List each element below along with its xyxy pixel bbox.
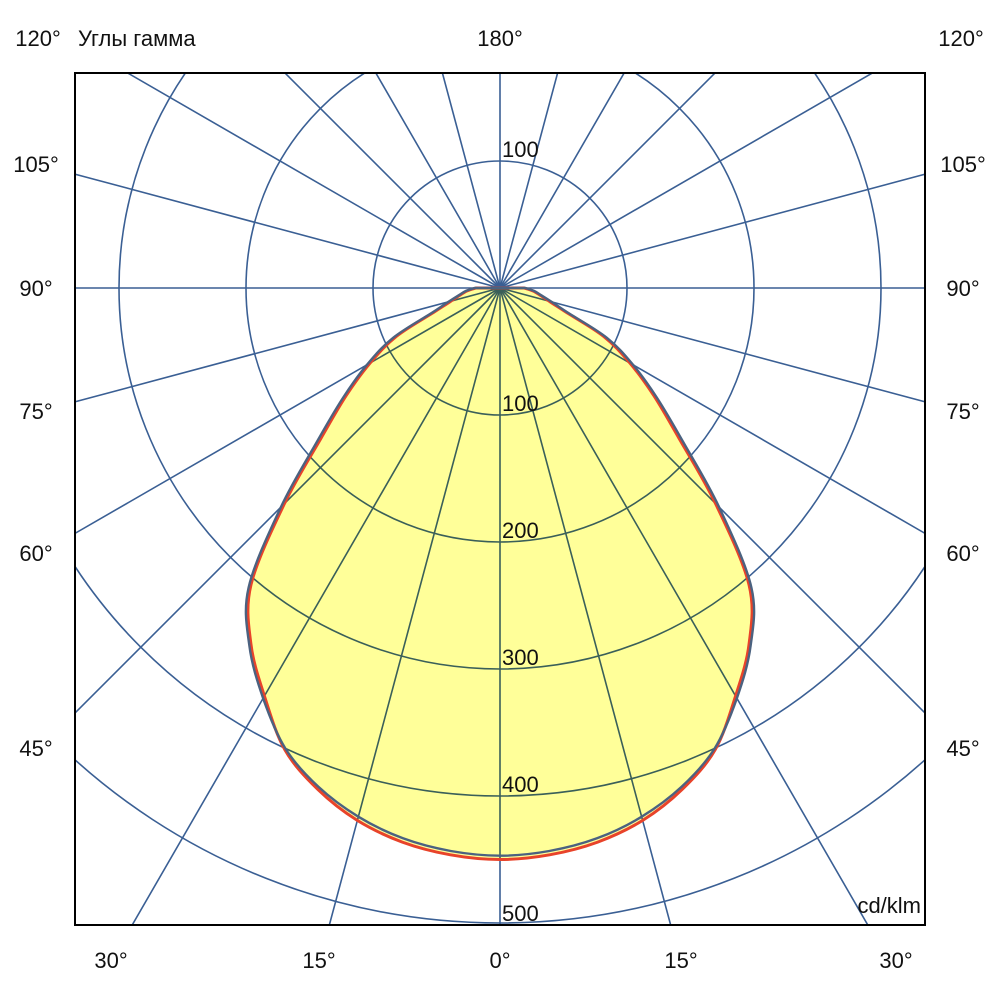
gamma-label-left: 90° (19, 276, 52, 301)
ray-line (499, 73, 717, 289)
ring-value-label: 300 (502, 645, 539, 670)
gamma-label-right: 105° (940, 152, 986, 177)
gamma-label-bottom: 30° (94, 948, 127, 973)
ray-line (328, 287, 501, 925)
ray-line (499, 287, 869, 925)
ray-line (75, 287, 501, 403)
ray-line (75, 287, 501, 535)
ray-line (499, 173, 925, 289)
ray-line (499, 73, 559, 289)
gamma-label-right: 75° (946, 399, 979, 424)
gamma-label-right: 90° (946, 276, 979, 301)
ring-value-label: 100 (502, 137, 539, 162)
intensity-curves (244, 286, 756, 862)
ring-value-label: 400 (502, 772, 539, 797)
ray-line (126, 73, 501, 289)
ray-line (499, 73, 626, 289)
ray-line (374, 73, 501, 289)
gamma-label-left: 45° (19, 736, 52, 761)
gamma-label-left: 60° (19, 541, 52, 566)
ring-value-label: 500 (502, 901, 539, 926)
ray-line (499, 287, 925, 535)
unit-label: cd/klm (857, 893, 921, 918)
chart-title: Углы гамма (78, 26, 196, 51)
ray-line (283, 73, 501, 289)
ring-value-label: 100 (502, 391, 539, 416)
gamma-angle-labels: 120° 180° 120° 105° 90° 75° 60° 45° 105° 90° 75° 60… (13, 26, 986, 973)
ring-value-label: 200 (502, 518, 539, 543)
gamma-label-left: 75° (19, 399, 52, 424)
gamma-label-left: 105° (13, 152, 59, 177)
intensity-curve-red (246, 286, 754, 862)
ray-line (499, 287, 672, 925)
gamma-label-top: 180° (477, 26, 523, 51)
gamma-label-top: 120° (15, 26, 61, 51)
ring-value-labels: 100 100 200 300 400 500 (502, 137, 539, 926)
ray-line (441, 73, 501, 289)
ray-line (499, 73, 874, 289)
gamma-label-right: 60° (946, 541, 979, 566)
ray-line (499, 287, 925, 403)
ray-line (499, 287, 925, 715)
gamma-label-bottom: 15° (664, 948, 697, 973)
gamma-label-bottom: 0° (489, 948, 510, 973)
ray-line (75, 173, 501, 289)
intensity-curve-dark (244, 286, 756, 857)
ray-line (75, 287, 501, 715)
plot-border (74, 72, 926, 926)
gamma-label-bottom: 30° (879, 948, 912, 973)
gamma-label-bottom: 15° (302, 948, 335, 973)
gamma-label-right: 45° (946, 736, 979, 761)
gamma-label-top: 120° (938, 26, 984, 51)
ray-line (131, 287, 501, 925)
